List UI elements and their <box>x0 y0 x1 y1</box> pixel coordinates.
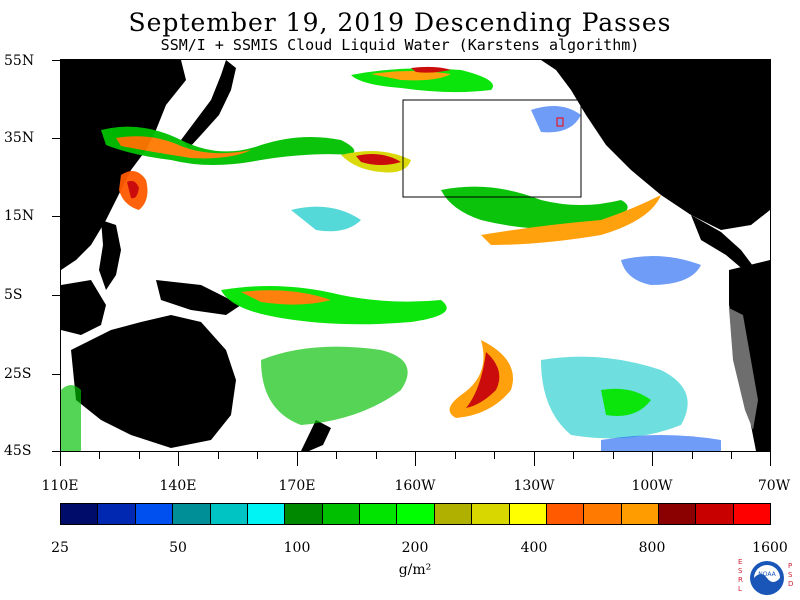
colorbar-swatch <box>584 504 622 524</box>
lon-tick-minor <box>218 452 219 459</box>
lon-tick-minor <box>99 452 100 459</box>
indonesia-landmass <box>61 280 106 335</box>
lon-tick <box>652 452 653 466</box>
new-zealand-landmass <box>301 420 331 451</box>
colorbar-swatch <box>360 504 398 524</box>
lon-tick-minor <box>257 452 258 459</box>
lat-tick <box>52 451 60 452</box>
colorbar-swatch <box>546 504 585 524</box>
lon-tick <box>60 452 61 466</box>
colorbar-swatch <box>472 504 510 524</box>
lon-tick-minor <box>613 452 614 459</box>
lon-tick-minor <box>494 452 495 459</box>
central-america-landmass <box>691 215 756 272</box>
lat-label-25s: 25S <box>4 366 32 382</box>
colorbar-swatch <box>509 504 547 524</box>
colorbar-label-200: 200 <box>401 540 429 556</box>
lon-tick-minor <box>731 452 732 459</box>
lon-tick <box>415 452 416 466</box>
lon-label-170e: 170E <box>278 478 316 494</box>
map-subtitle: SSM/I + SSMIS Cloud Liquid Water (Karste… <box>160 36 640 54</box>
lon-tick-minor <box>573 452 574 459</box>
colorbar-swatch <box>659 504 697 524</box>
colorbar-swatch <box>322 504 360 524</box>
lat-tick <box>52 60 60 61</box>
colorbar-swatch <box>135 504 174 524</box>
colorbar-label-50: 50 <box>169 540 187 556</box>
lat-tick <box>52 216 60 217</box>
philippines-landmass <box>99 220 121 290</box>
australia-landmass <box>71 315 236 448</box>
lon-label-130w: 130W <box>513 478 555 494</box>
colorbar-label-400: 400 <box>520 540 548 556</box>
map-title: September 19, 2019 Descending Passes <box>128 8 672 37</box>
colorbar-swatch <box>696 504 734 524</box>
colorbar-units: g/m² <box>398 562 432 578</box>
north-america-landmass <box>541 60 770 230</box>
colorbar-swatch <box>621 504 659 524</box>
colorbar <box>60 503 771 525</box>
colorbar-swatch <box>434 504 473 524</box>
lon-label-160w: 160W <box>394 478 436 494</box>
asia-landmass <box>61 60 186 270</box>
lat-label-35n: 35N <box>4 130 35 146</box>
colorbar-swatch <box>285 504 323 524</box>
lon-tick <box>770 452 771 466</box>
colorbar-label-1600: 1600 <box>752 540 788 556</box>
lon-tick-minor <box>455 452 456 459</box>
colorbar-swatch <box>397 504 435 524</box>
lon-tick-minor <box>692 452 693 459</box>
lon-tick-minor <box>139 452 140 459</box>
andes-no-data-region <box>729 308 758 430</box>
japan-landmass <box>181 60 236 148</box>
lon-tick <box>178 452 179 466</box>
lon-label-110e: 110E <box>41 478 79 494</box>
lon-label-70w: 70W <box>757 478 791 494</box>
map-canvas <box>61 60 770 451</box>
colorbar-swatch <box>61 504 99 524</box>
lon-tick-minor <box>376 452 377 459</box>
lon-label-100w: 100W <box>631 478 673 494</box>
lat-label-55n: 55N <box>4 53 35 69</box>
analysis-region-box <box>402 99 582 198</box>
colorbar-label-25: 25 <box>51 540 69 556</box>
colorbar-swatch <box>247 504 286 524</box>
lat-tick <box>52 138 60 139</box>
lon-label-140e: 140E <box>159 478 197 494</box>
lon-tick <box>297 452 298 466</box>
lon-tick-minor <box>336 452 337 459</box>
lat-label-45s: 45S <box>4 443 32 459</box>
lat-label-15n: 15N <box>4 208 35 224</box>
svg-text:NOAA: NOAA <box>758 571 776 578</box>
colorbar-swatch <box>98 504 136 524</box>
lat-tick <box>52 374 60 375</box>
cloud-liquid-water-map <box>60 59 771 452</box>
noaa-emblem-icon: NOAA <box>750 561 784 595</box>
colorbar-label-100: 100 <box>283 540 311 556</box>
colorbar-swatch <box>173 504 211 524</box>
colorbar-label-800: 800 <box>638 540 666 556</box>
small-red-marker <box>556 117 564 127</box>
colorbar-swatch <box>210 504 248 524</box>
lat-label-5s: 5S <box>4 287 23 303</box>
lon-tick <box>534 452 535 466</box>
new-guinea-landmass <box>156 280 241 315</box>
lat-tick <box>52 295 60 296</box>
colorbar-swatch <box>733 504 771 524</box>
